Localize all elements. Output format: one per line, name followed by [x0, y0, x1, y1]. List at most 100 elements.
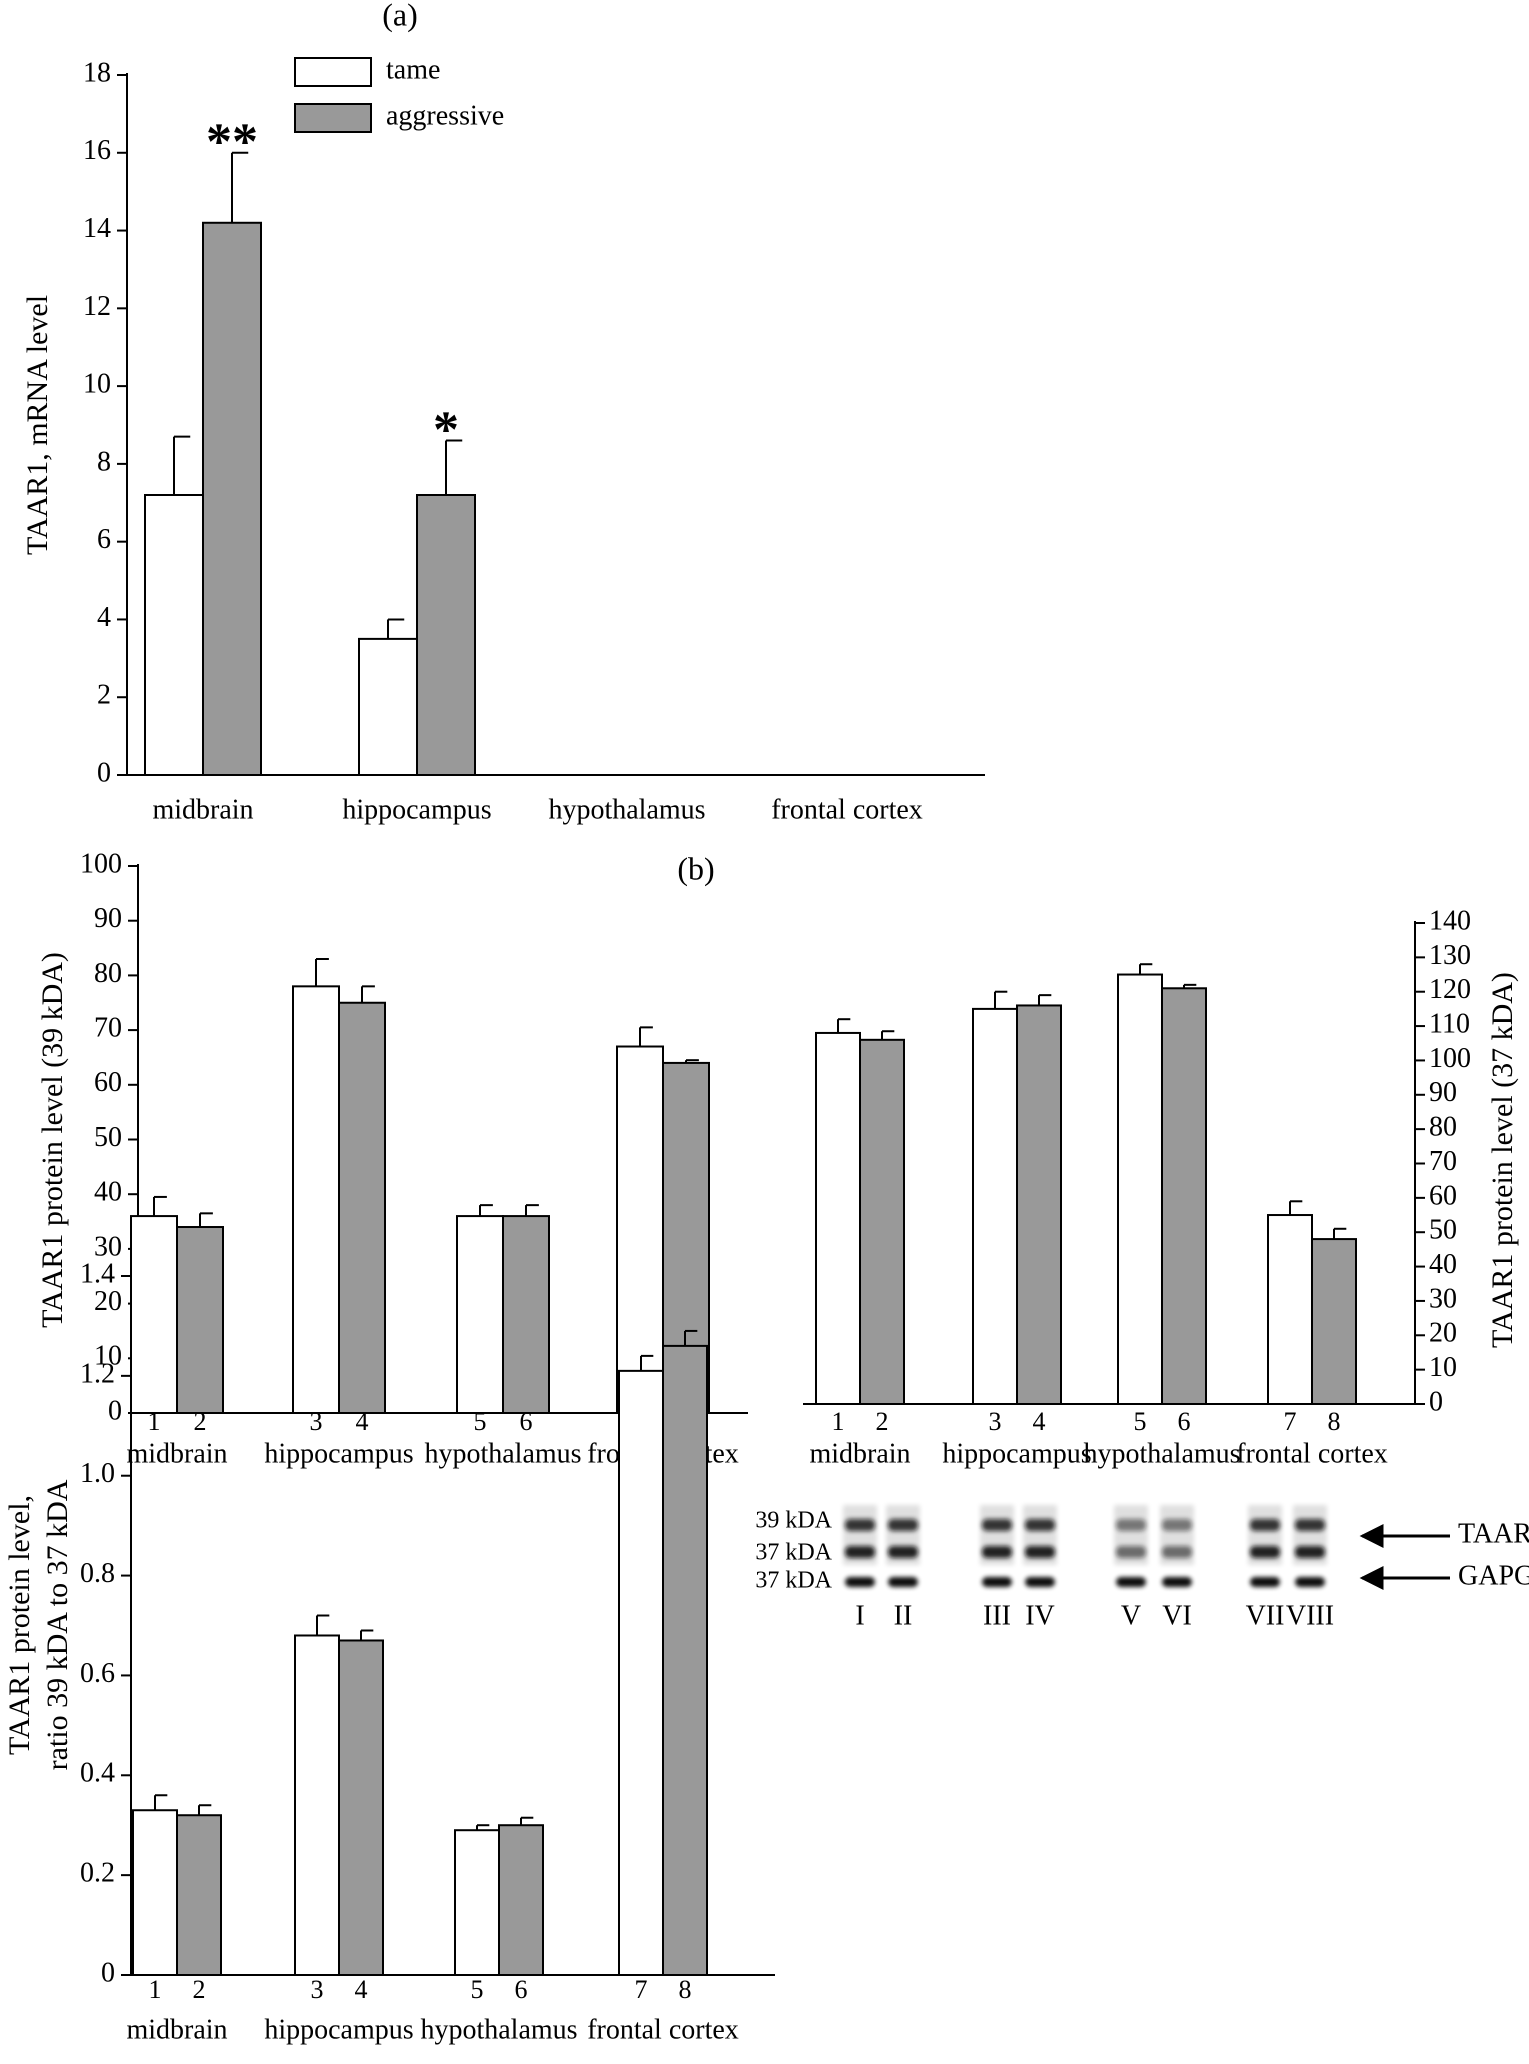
- lane-label: 6: [1178, 1407, 1191, 1436]
- y-tick-label: 80: [1429, 1112, 1457, 1143]
- error-bar: [640, 1354, 654, 1371]
- bar: [358, 637, 418, 777]
- y-tick-label: 1.2: [80, 1358, 115, 1389]
- lane-label: 1: [832, 1407, 845, 1436]
- blot-band: [888, 1577, 918, 1587]
- lane-label: VIII: [1286, 1600, 1334, 1631]
- y-axis-label: TAAR1 protein level,: [3, 1495, 36, 1755]
- lane-label: 2: [194, 1407, 207, 1436]
- error-bar: [1038, 994, 1052, 1006]
- bar: [416, 494, 476, 776]
- bar: [132, 1809, 178, 1976]
- error-bar: [315, 957, 329, 987]
- blot-band: [1162, 1519, 1192, 1531]
- y-tick-label: 18: [83, 57, 111, 88]
- bar: [1016, 1004, 1062, 1405]
- y-tick-label: 60: [1429, 1180, 1457, 1211]
- significance: *: [433, 401, 459, 458]
- western-blot: 39 kDA 37 kDA 37 kDA TAAR1 GAPGH IIIIIII…: [755, 1505, 1529, 1631]
- bar: [130, 1215, 178, 1414]
- error-bar: [525, 1204, 539, 1217]
- y-axis-label: ratio 39 kDA to 37 kDA: [41, 1479, 74, 1770]
- error-bar: [316, 1614, 330, 1636]
- y-tick-label: 90: [94, 903, 122, 934]
- chart-title: (a): [382, 0, 418, 32]
- error-bar: [445, 439, 463, 495]
- error-bar: [173, 435, 191, 495]
- blot-band: [1025, 1577, 1055, 1587]
- bar: [972, 1007, 1018, 1406]
- y-tick-label: 0.6: [80, 1658, 115, 1689]
- lane-label: 2: [876, 1407, 889, 1436]
- error-bar: [881, 1030, 895, 1040]
- bar: [1311, 1238, 1357, 1405]
- bar: [1267, 1214, 1313, 1406]
- bar: [338, 1639, 384, 1976]
- bar: [176, 1226, 224, 1415]
- target-label: TAAR1: [1458, 1518, 1529, 1549]
- y-tick-label: 0: [108, 1395, 122, 1426]
- blot-band: [1116, 1546, 1146, 1558]
- bar: [498, 1824, 544, 1976]
- marker-label: 37 kDA: [755, 1540, 832, 1566]
- x-tick-label: frontal cortex: [1236, 1438, 1388, 1469]
- y-tick-label: 10: [83, 369, 111, 400]
- x-tick-label: hypothalamus: [548, 794, 705, 825]
- blot-band: [1025, 1546, 1055, 1558]
- y-tick-label: 20: [94, 1286, 122, 1317]
- y-tick-label: 50: [1429, 1215, 1457, 1246]
- y-tick-label: 0: [1429, 1386, 1443, 1417]
- y-tick-label: 0.8: [80, 1558, 115, 1589]
- y-axis-label: TAAR1, mRNA level: [21, 295, 54, 555]
- y-tick-label: 140: [1429, 905, 1471, 936]
- lane-label: 8: [1328, 1407, 1341, 1436]
- y-tick-label: 0: [101, 1957, 115, 1988]
- x-tick-label: hypothalamus: [420, 2014, 577, 2045]
- blot-band: [1116, 1519, 1146, 1531]
- legend-label: aggressive: [386, 100, 504, 131]
- significance: **: [206, 114, 258, 171]
- y-tick-label: 6: [97, 524, 111, 555]
- legend-swatch: [294, 57, 372, 87]
- blot-band: [888, 1519, 918, 1531]
- lane-label: 4: [356, 1407, 369, 1436]
- y-tick-label: 14: [83, 213, 111, 244]
- blot-band: [888, 1546, 918, 1558]
- blot-band: [982, 1577, 1012, 1587]
- y-tick-label: 30: [94, 1231, 122, 1262]
- bar: [202, 221, 262, 776]
- chart-title: (b): [677, 850, 714, 886]
- blot-band: [1295, 1546, 1325, 1558]
- legend-label: tame: [386, 54, 440, 85]
- blot-band: [1162, 1546, 1192, 1558]
- x-tick-label: midbrain: [809, 1438, 910, 1469]
- y-tick-label: 40: [1429, 1249, 1457, 1280]
- x-tick-label: midbrain: [152, 794, 253, 825]
- lane-label: II: [894, 1600, 913, 1631]
- y-tick-label: 1.0: [80, 1458, 115, 1489]
- bar: [815, 1031, 861, 1405]
- error-bar: [199, 1212, 213, 1228]
- x-tick-label: hippocampus: [342, 794, 491, 825]
- lane-label: 4: [1033, 1407, 1046, 1436]
- error-bar: [153, 1195, 167, 1217]
- lane-label: VII: [1246, 1600, 1285, 1631]
- bar: [454, 1829, 500, 1977]
- y-tick-label: 120: [1429, 974, 1471, 1005]
- lane-label: 7: [635, 1975, 648, 2004]
- blot-band: [1116, 1577, 1146, 1587]
- y-tick-label: 60: [94, 1067, 122, 1098]
- y-tick-label: 70: [94, 1013, 122, 1044]
- y-tick-label: 16: [83, 135, 111, 166]
- blot-band: [845, 1546, 875, 1558]
- blot-band: [1250, 1577, 1280, 1587]
- error-bar: [520, 1816, 534, 1826]
- y-tick-label: 20: [1429, 1318, 1457, 1349]
- y-tick-label: 40: [94, 1177, 122, 1208]
- bar: [338, 1001, 386, 1414]
- x-tick-label: midbrain: [126, 1438, 227, 1469]
- error-bar: [994, 990, 1008, 1009]
- error-bar: [154, 1794, 168, 1811]
